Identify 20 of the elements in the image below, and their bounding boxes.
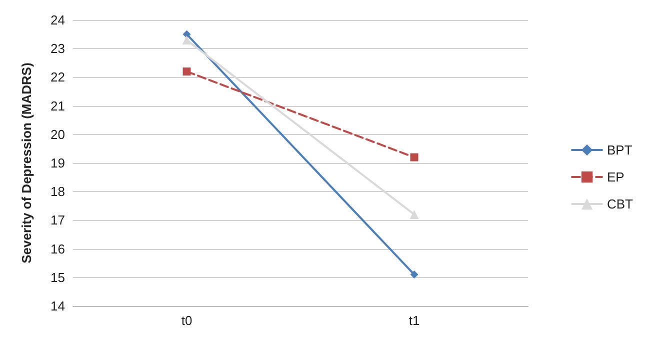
legend-label: EP	[607, 170, 624, 184]
y-tick-label: 20	[50, 126, 65, 142]
y-tick-label: 19	[50, 156, 65, 170]
point	[410, 153, 418, 162]
y-tick-label: 14	[50, 298, 65, 314]
legend-label: BPT	[607, 142, 632, 158]
point	[182, 67, 191, 76]
legend-label: CBT	[607, 196, 634, 212]
y-tick-label: 15	[50, 270, 65, 285]
y-tick-label: 16	[50, 241, 65, 256]
y-tick-label: 17	[50, 212, 65, 228]
x-tick-label: t0	[181, 313, 192, 328]
y-tick-label: 24	[50, 12, 65, 28]
point	[410, 270, 418, 279]
y-tick-label: 18	[50, 184, 65, 200]
y-tick-label: 21	[50, 98, 65, 114]
x-tick-label: t1	[408, 313, 420, 328]
y-axis-title: Severity of Depression (MADRS)	[19, 62, 34, 264]
y-tick-label: 22	[50, 70, 65, 85]
y-tick-label: 23	[50, 41, 65, 56]
